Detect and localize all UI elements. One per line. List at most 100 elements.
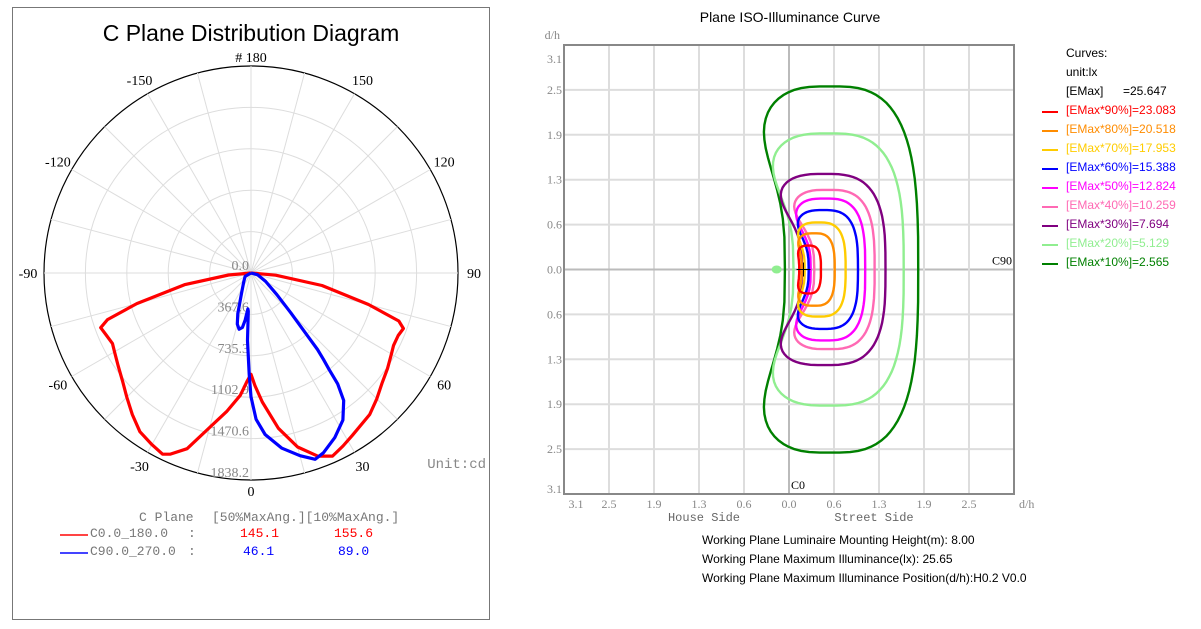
polar-spoke [50, 272, 252, 328]
polar-spoke [104, 126, 252, 274]
iso-legend-swatch [1042, 168, 1058, 170]
legend-sep: : [188, 526, 196, 541]
iso-c0-marker: C0 [791, 478, 805, 492]
iso-x-tick-label: 3.1 [569, 497, 584, 511]
iso-x-tick-label: 0.0 [782, 497, 797, 511]
polar-spoke [50, 218, 252, 274]
iso-legend-swatch [1042, 149, 1058, 151]
polar-legend-header-angles: [50%MaxAng.][10%MaxAng.] [212, 510, 400, 525]
iso-y-tick-label: 1.3 [547, 352, 562, 366]
polar-spoke [250, 272, 431, 377]
iso-legend-swatch [1042, 263, 1058, 265]
iso-x-tick-label: 1.3 [872, 497, 887, 511]
iso-x-tick-label: 0.6 [737, 497, 752, 511]
polar-angle-label: 60 [437, 379, 451, 394]
polar-unit-label: Unit:cd [427, 457, 486, 473]
polar-spoke [250, 218, 452, 274]
iso-legend-label: [EMax*70%]=17.953 [1066, 141, 1176, 155]
iso-legend-swatch [1042, 244, 1058, 246]
legend-10-value: 89.0 [338, 544, 370, 559]
polar-spoke [147, 93, 252, 274]
legend-sep: : [188, 544, 196, 559]
legend-10-value: 155.6 [334, 526, 374, 541]
iso-contour-40 [793, 188, 876, 351]
polar-spoke [196, 272, 252, 474]
polar-angle-label: -120 [45, 156, 71, 171]
polar-spoke [196, 72, 252, 274]
iso-x-axis-title: d/h [1019, 497, 1034, 511]
legend-name: C90.0_270.0 [90, 544, 176, 559]
polar-spoke [71, 169, 252, 274]
polar-spoke [250, 93, 355, 274]
iso-legend-swatch [1042, 206, 1058, 208]
polar-angle-label: -90 [19, 267, 38, 282]
info-max-illuminance: Working Plane Maximum Illuminance(lx): 2… [702, 552, 953, 566]
polar-angle-label: 0 [248, 485, 255, 500]
iso-street-side-label: Street Side [834, 511, 913, 525]
iso-legend-unit: unit:lx [1066, 65, 1098, 79]
iso-legend-label: [EMax*50%]=12.824 [1066, 179, 1176, 193]
iso-legend-label: [EMax*80%]=20.518 [1066, 122, 1176, 136]
polar-spoke [71, 272, 252, 377]
iso-legend-emax-label: [EMax] [1066, 84, 1104, 98]
iso-legend-label: [EMax*20%]=5.129 [1066, 236, 1170, 250]
iso-legend-label: [EMax*40%]=10.259 [1066, 198, 1176, 212]
polar-angle-label: 120 [434, 156, 455, 171]
polar-angle-label: 90 [467, 267, 481, 282]
legend-name: C0.0_180.0 [90, 526, 169, 541]
polar-angle-label: -60 [49, 379, 68, 394]
polar-series-c90-270 [235, 271, 346, 461]
polar-spoke [104, 272, 252, 420]
iso-y-tick-label: 1.3 [547, 173, 562, 187]
polar-spoke [250, 169, 431, 274]
iso-y-tick-label: 2.5 [547, 83, 562, 97]
polar-angle-label: 150 [352, 74, 373, 89]
iso-c90-marker: C90 [992, 254, 1012, 268]
legend-line-blue [60, 552, 88, 554]
legend-50-value: 145.1 [240, 526, 280, 541]
legend-50-value: 46.1 [243, 544, 275, 559]
iso-legend-label: [EMax*30%]=7.694 [1066, 217, 1170, 231]
polar-spoke [250, 272, 306, 474]
iso-legend-emax-value: =25.647 [1123, 84, 1167, 98]
iso-y-tick-label: 3.1 [547, 52, 562, 66]
iso-y-axis-title: d/h [545, 28, 560, 42]
iso-legend-swatch [1042, 130, 1058, 132]
polar-radial-label: 1838.2 [211, 466, 250, 481]
info-max-position: Working Plane Maximum Illuminance Positi… [702, 571, 1027, 585]
iso-house-side-label: House Side [668, 511, 740, 525]
polar-title: C Plane Distribution Diagram [102, 20, 400, 46]
iso-legend-swatch [1042, 225, 1058, 227]
iso-x-tick-label: 2.5 [602, 497, 617, 511]
iso-legend-swatch [1042, 187, 1058, 189]
iso-legend-swatch [1042, 111, 1058, 113]
polar-radial-label: 735.3 [218, 342, 250, 357]
iso-contour-50 [794, 197, 867, 342]
iso-y-tick-label: 0.6 [547, 218, 562, 232]
polar-angle-label: -30 [130, 460, 149, 475]
polar-spoke [250, 272, 398, 420]
iso-y-tick-label: 1.9 [547, 397, 562, 411]
info-mounting-height: Working Plane Luminaire Mounting Height(… [702, 533, 975, 547]
polar-angle-label: # 180 [235, 51, 267, 66]
iso-plot-border [563, 44, 1015, 495]
iso-y-tick-label: 0.6 [547, 307, 562, 321]
polar-legend-header-plane: C Plane [139, 510, 194, 525]
polar-spoke [250, 72, 306, 274]
iso-legend-header: Curves: [1066, 46, 1108, 60]
polar-angle-label: -150 [127, 74, 153, 89]
iso-legend-label: [EMax*10%]=2.565 [1066, 255, 1170, 269]
polar-spoke [250, 126, 398, 274]
iso-contour-blob [771, 265, 782, 274]
iso-legend-label: [EMax*90%]=23.083 [1066, 103, 1176, 117]
iso-contour-10 [762, 85, 920, 454]
iso-y-tick-label: 2.5 [547, 442, 562, 456]
polar-angle-label: 30 [356, 460, 370, 475]
polar-spoke [250, 272, 452, 328]
iso-title: Plane ISO-Illuminance Curve [699, 9, 881, 25]
legend-line-red [60, 534, 88, 536]
iso-x-tick-label: 1.9 [647, 497, 662, 511]
polar-radial-label: 1470.6 [211, 425, 250, 440]
